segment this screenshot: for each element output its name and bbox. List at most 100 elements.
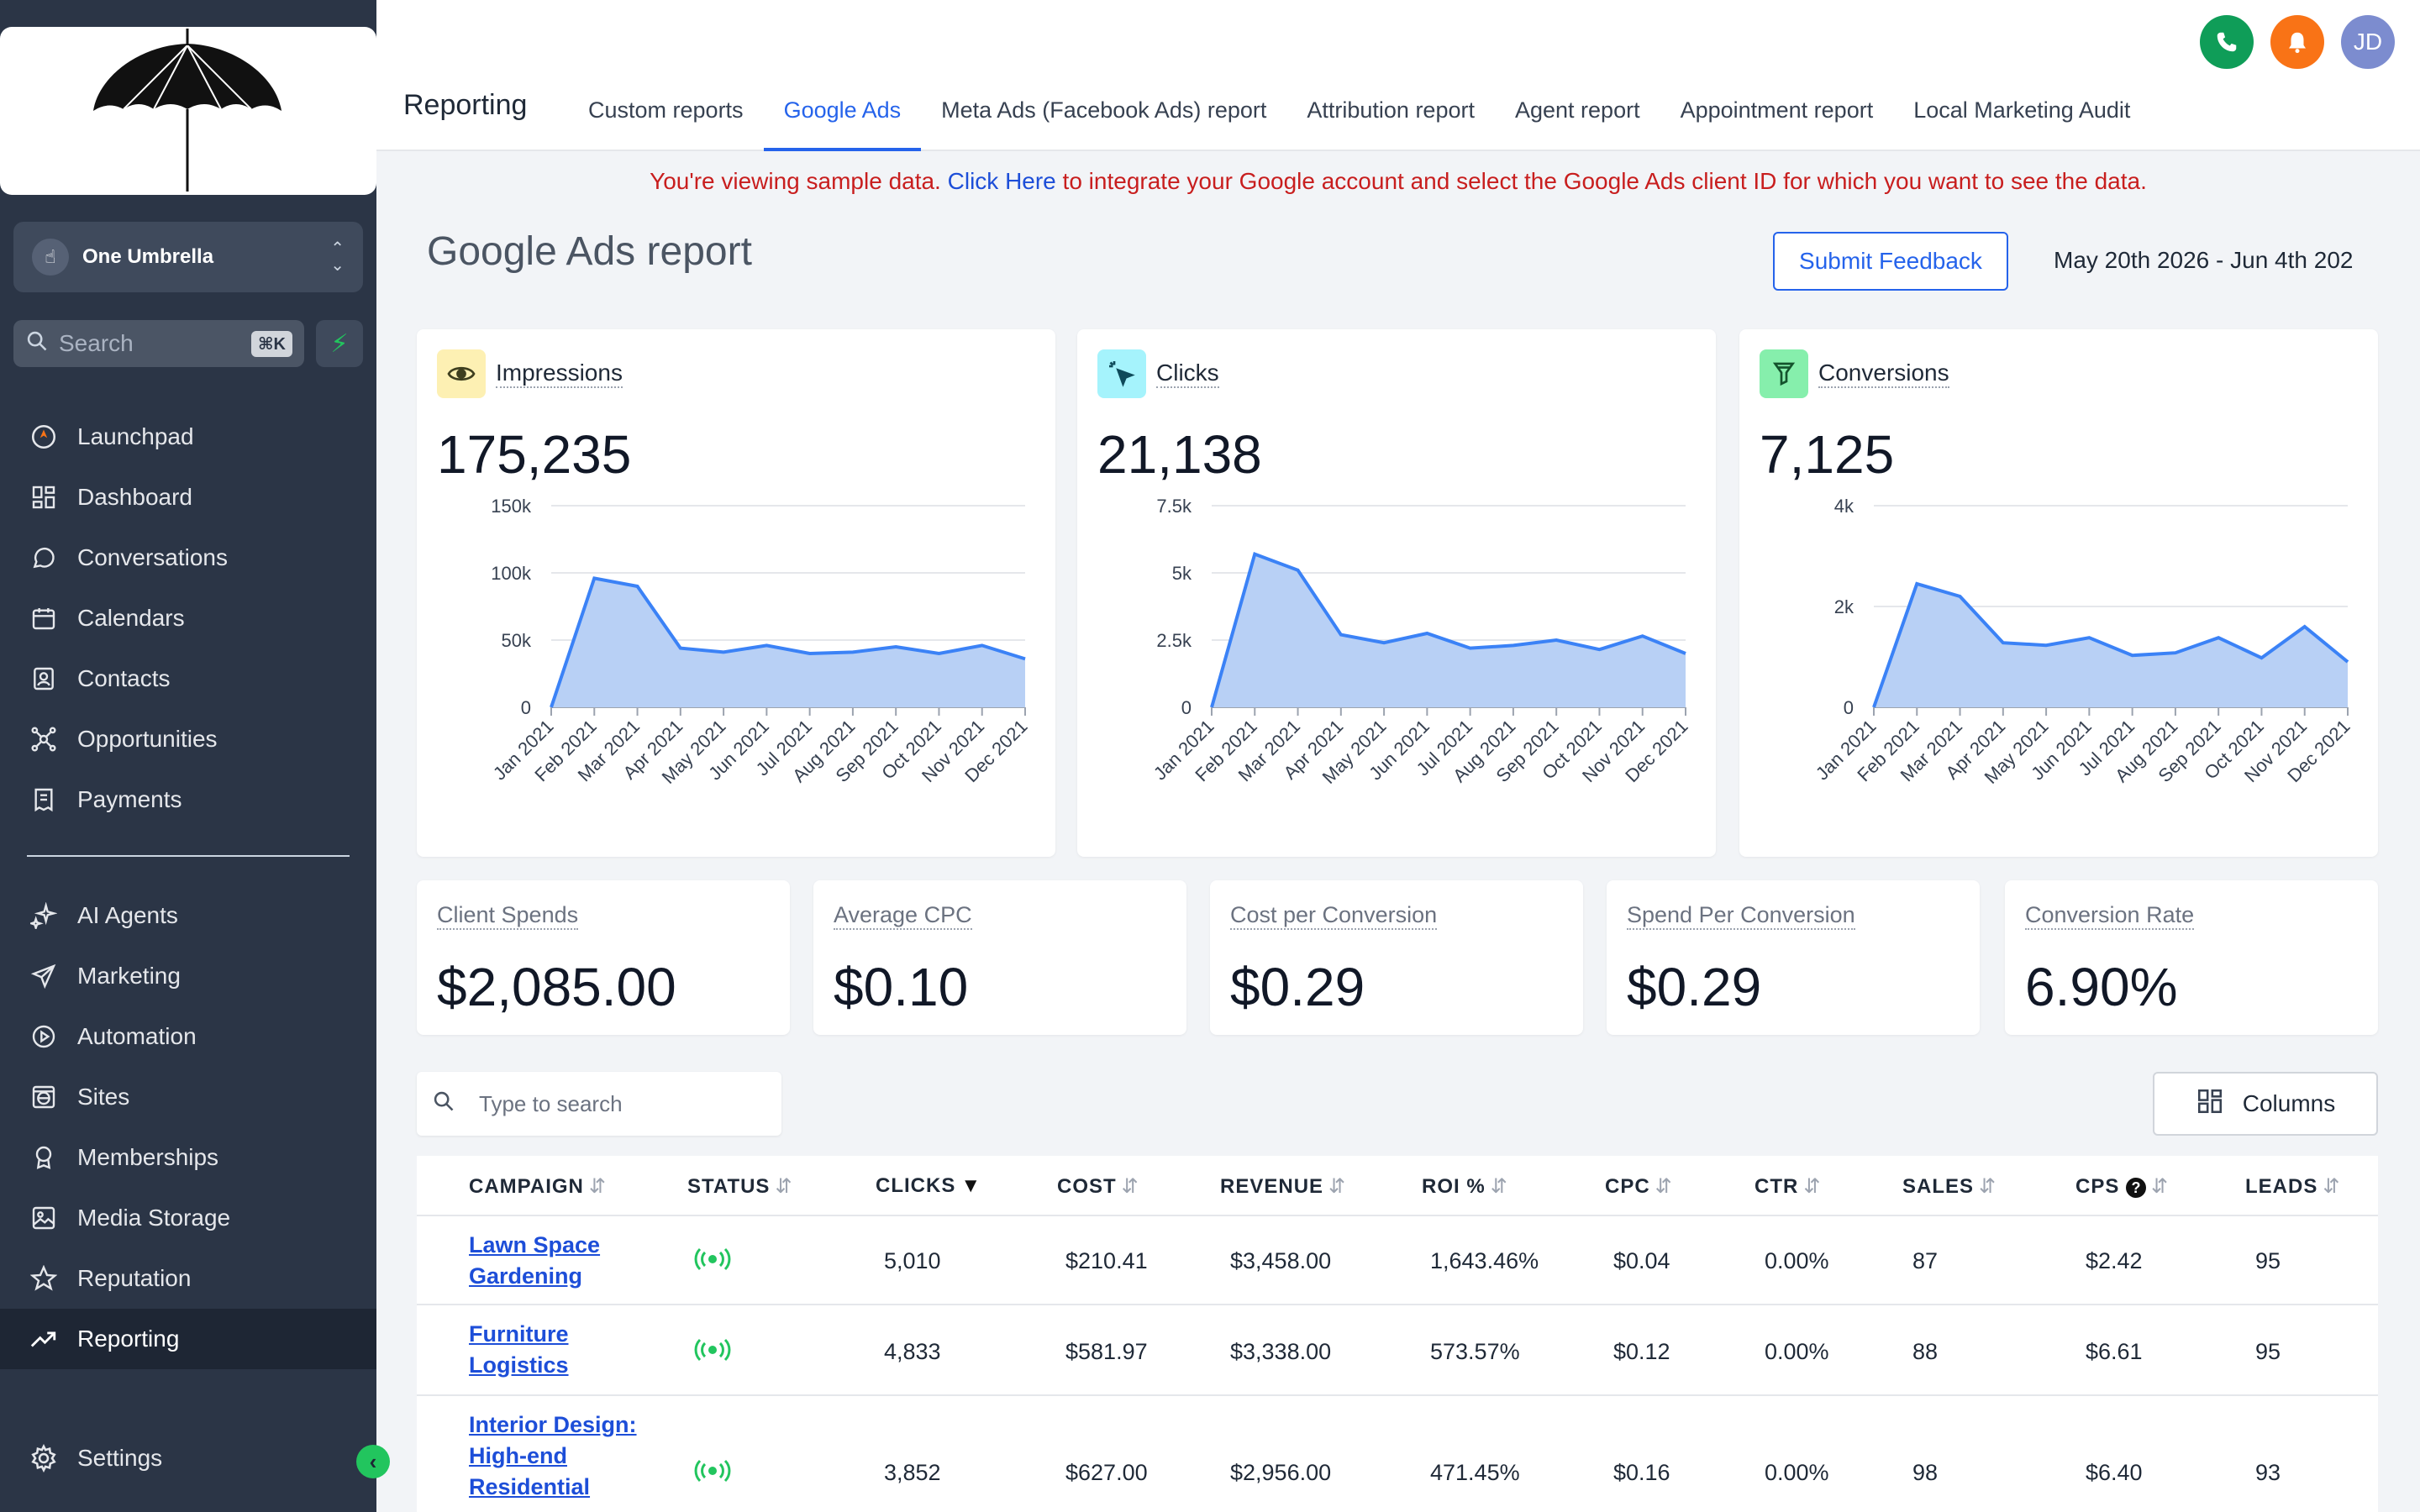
integrate-google-link[interactable]: Click Here: [947, 168, 1056, 194]
cell-cpc: $0.12: [1613, 1339, 1670, 1364]
stat-value: $0.29: [1230, 957, 1365, 1017]
stat-value: $0.29: [1627, 957, 1762, 1017]
sidebar-item-sites[interactable]: Sites: [0, 1067, 376, 1127]
area-fill: [1212, 554, 1686, 707]
campaign-link[interactable]: Interior Design: High-end Residential: [469, 1412, 637, 1499]
tab-custom-reports[interactable]: Custom reports: [588, 97, 744, 123]
table-row: Interior Design: High-end Residential 3,…: [417, 1396, 2378, 1512]
col-header-cps[interactable]: CPS ? ⇵: [2075, 1175, 2170, 1198]
cell-cps: $2.42: [2086, 1248, 2143, 1273]
phone-icon: [2217, 32, 2237, 52]
col-header-roi[interactable]: ROI % ⇵: [1422, 1175, 1508, 1198]
stat-card-spend-per-conversion: Spend Per Conversion $0.29: [1607, 880, 1980, 1035]
sample-data-notice: You're viewing sample data. Click Here t…: [376, 168, 2420, 195]
cell-ctr: 0.00%: [1765, 1248, 1829, 1273]
columns-button[interactable]: Columns: [2153, 1072, 2378, 1136]
account-pointer-icon: ☝: [32, 239, 69, 276]
nav-footer: Settings: [0, 1428, 376, 1488]
sidebar-collapse-button[interactable]: ‹: [356, 1445, 390, 1478]
search-shortcut-badge: ⌘K: [251, 330, 292, 357]
table-search-input[interactable]: [479, 1090, 748, 1117]
notifications-button[interactable]: [2270, 15, 2324, 69]
sort-icon: ⇵: [1121, 1175, 1139, 1198]
star-icon: [27, 1262, 60, 1295]
phone-button[interactable]: [2200, 15, 2254, 69]
sidebar-item-dashboard[interactable]: Dashboard: [0, 467, 376, 528]
search-icon: [25, 329, 49, 359]
sidebar-item-conversations[interactable]: Conversations: [0, 528, 376, 588]
cursor-click-icon: [1097, 349, 1146, 398]
cell-ctr: 0.00%: [1765, 1460, 1829, 1485]
tab-agent-report[interactable]: Agent report: [1514, 97, 1640, 123]
company-logo[interactable]: [0, 27, 376, 195]
cell-ctr: 0.00%: [1765, 1339, 1829, 1364]
col-header-ctr[interactable]: CTR ⇵: [1754, 1175, 1822, 1198]
col-header-clicks[interactable]: CLICKS ▼: [876, 1174, 982, 1197]
sort-icon: ⇵: [1979, 1175, 1997, 1198]
campaign-link[interactable]: Furniture Logistics: [469, 1321, 569, 1378]
sidebar-item-launchpad[interactable]: Launchpad: [0, 407, 376, 467]
table-row: Furniture Logistics 4,833 $581.97 $3,338…: [417, 1305, 2378, 1396]
sidebar-item-label: Automation: [77, 1023, 197, 1049]
col-header-campaign[interactable]: CAMPAIGN ⇵: [469, 1175, 607, 1198]
table-row: Lawn Space Gardening 5,010 $210.41 $3,45…: [417, 1216, 2378, 1305]
col-header-cpc[interactable]: CPC ⇵: [1605, 1175, 1673, 1198]
sidebar-item-reporting[interactable]: Reporting: [0, 1309, 376, 1369]
sidebar-item-media-storage[interactable]: Media Storage: [0, 1188, 376, 1248]
col-header-leads[interactable]: LEADS ⇵: [2245, 1175, 2341, 1198]
kpi-label: Conversions: [1818, 360, 1949, 388]
table-search[interactable]: [417, 1072, 781, 1136]
globe-icon: [27, 1080, 60, 1114]
col-header-sales[interactable]: SALES ⇵: [1902, 1175, 1997, 1198]
tab-meta-ads[interactable]: Meta Ads (Facebook Ads) report: [941, 97, 1267, 123]
page-section-title: Reporting: [403, 89, 528, 121]
cell-revenue: $2,956.00: [1230, 1460, 1332, 1485]
cell-clicks: 3,852: [884, 1460, 941, 1485]
umbrella-logo-icon: [93, 29, 281, 192]
tab-attribution-report[interactable]: Attribution report: [1307, 97, 1475, 123]
status-active-icon: [694, 1337, 731, 1368]
account-switcher[interactable]: ☝ One Umbrella ⌃ ⌄: [13, 222, 363, 292]
stat-value: $0.10: [834, 957, 969, 1017]
col-header-cost[interactable]: COST ⇵: [1057, 1175, 1139, 1198]
y-tick-label: 4k: [1834, 496, 1854, 517]
help-icon[interactable]: ?: [2126, 1178, 2147, 1198]
sidebar-search[interactable]: Search ⌘K: [13, 320, 304, 367]
area-fill: [551, 578, 1025, 707]
sidebar-item-calendars[interactable]: Calendars: [0, 588, 376, 648]
sidebar-item-memberships[interactable]: Memberships: [0, 1127, 376, 1188]
tab-appointment-report[interactable]: Appointment report: [1680, 97, 1874, 123]
page-title: Google Ads report: [427, 229, 752, 274]
contacts-icon: [27, 662, 60, 696]
campaign-link[interactable]: Lawn Space Gardening: [469, 1232, 601, 1289]
sidebar-item-settings[interactable]: Settings: [0, 1428, 376, 1488]
y-tick-label: 2k: [1834, 596, 1854, 617]
sidebar-item-marketing[interactable]: Marketing: [0, 946, 376, 1006]
sidebar-item-opportunities[interactable]: Opportunities: [0, 709, 376, 769]
sidebar-item-label: Dashboard: [77, 484, 192, 510]
sort-icon: ⇵: [2323, 1175, 2341, 1198]
submit-feedback-button[interactable]: Submit Feedback: [1773, 232, 2008, 291]
col-header-status[interactable]: STATUS ⇵: [687, 1175, 793, 1198]
date-range-picker[interactable]: May 20th 2026 - Jun 4th 202: [2054, 247, 2354, 273]
tab-google-ads[interactable]: Google Ads: [763, 72, 922, 151]
area-fill: [1874, 584, 2348, 707]
sidebar-item-label: Conversations: [77, 544, 228, 570]
tab-local-marketing-audit[interactable]: Local Marketing Audit: [1913, 97, 2131, 123]
sidebar-item-label: Marketing: [77, 963, 181, 989]
sidebar-item-contacts[interactable]: Contacts: [0, 648, 376, 709]
quick-actions-button[interactable]: ⚡: [316, 320, 363, 367]
user-avatar[interactable]: JD: [2341, 15, 2395, 69]
col-header-revenue[interactable]: REVENUE ⇵: [1220, 1175, 1347, 1198]
sidebar-item-automation[interactable]: Automation: [0, 1006, 376, 1067]
cell-clicks: 4,833: [884, 1339, 941, 1364]
stat-label: Client Spends: [437, 902, 579, 930]
funnel-icon: [1760, 349, 1808, 398]
sidebar-item-label: AI Agents: [77, 902, 178, 928]
sidebar-item-payments[interactable]: Payments: [0, 769, 376, 830]
sidebar-item-reputation[interactable]: Reputation: [0, 1248, 376, 1309]
sidebar-item-ai-agents[interactable]: AI Agents: [0, 885, 376, 946]
series-line: [1210, 551, 1686, 708]
